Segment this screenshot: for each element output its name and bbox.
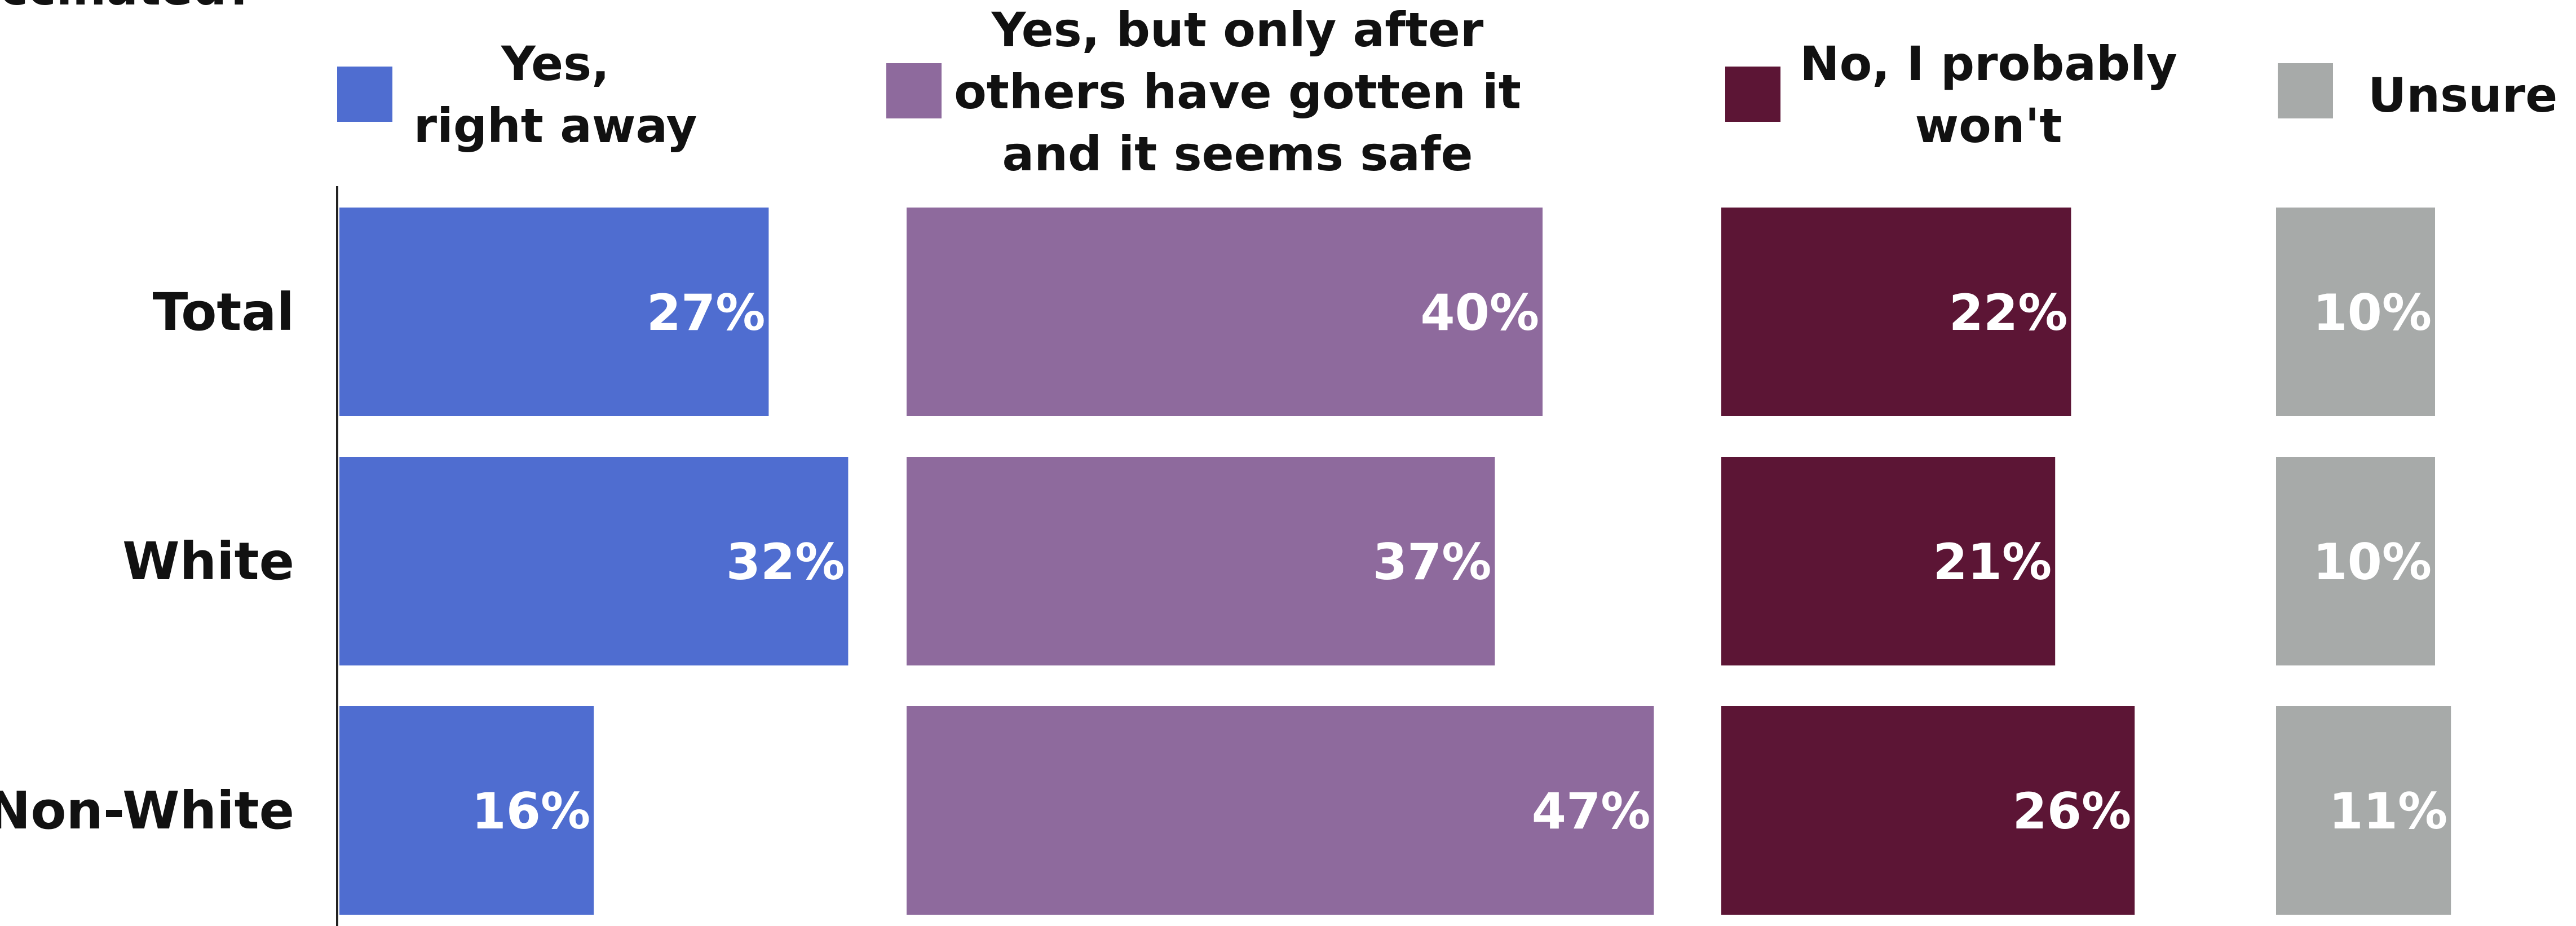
bar-series4-white: [2276, 457, 2435, 665]
legend-swatch-4: [2278, 63, 2333, 118]
bar-series3-non-white: [1721, 706, 2135, 915]
value-label-series3-total: 22%: [1949, 284, 2068, 342]
legend-label-1-line-1: Yes,: [501, 36, 609, 91]
bar-series1-white: [339, 457, 849, 665]
chart-title-fragment: ccinated?: [0, 0, 254, 16]
value-label-series3-non-white: 26%: [2013, 782, 2132, 840]
bar-series1-total: [339, 208, 769, 416]
value-label-series1-total: 27%: [647, 284, 766, 342]
value-label-series1-white: 32%: [726, 533, 845, 591]
bar-series3-white: [1721, 457, 2056, 665]
bar-series3-total: [1721, 208, 2071, 416]
legend-label-1-line-2: right away: [414, 98, 697, 153]
legend-label-4-line-1: Unsure: [2368, 68, 2557, 123]
legend-swatch-3: [1725, 67, 1780, 122]
bar-series4-total: [2276, 208, 2435, 416]
bar-series2-non-white: [907, 706, 1654, 915]
value-label-series4-non-white: 11%: [2329, 782, 2448, 840]
legend-label-3-line-2: won't: [1915, 98, 2062, 153]
legend-label-3-line-1: No, I probably: [1800, 36, 2177, 91]
legend-label-2-line-2: others have gotten it: [954, 64, 1521, 120]
bar-series1-non-white: [339, 706, 594, 915]
value-label-series1-non-white: 16%: [472, 782, 591, 840]
value-label-series4-total: 10%: [2313, 284, 2432, 342]
category-label-total: Total: [153, 282, 294, 342]
category-label-white: White: [122, 531, 294, 592]
bar-series2-white: [907, 457, 1495, 665]
legend-label-2-line-1: Yes, but only after: [991, 2, 1484, 58]
legend-swatch-2: [886, 63, 942, 118]
value-label-series2-white: 37%: [1373, 533, 1492, 591]
value-label-series2-total: 40%: [1420, 284, 1539, 342]
legend-label-2-line-3: and it seems safe: [1002, 126, 1473, 182]
bar-series2-total: [907, 208, 1543, 416]
value-label-series2-non-white: 47%: [1532, 782, 1651, 840]
category-label-non-white: Non-White: [0, 781, 294, 841]
bar-series4-non-white: [2276, 706, 2451, 915]
legend-swatch-1: [337, 67, 392, 122]
value-label-series3-white: 21%: [1933, 533, 2052, 591]
value-label-series4-white: 10%: [2313, 533, 2432, 591]
